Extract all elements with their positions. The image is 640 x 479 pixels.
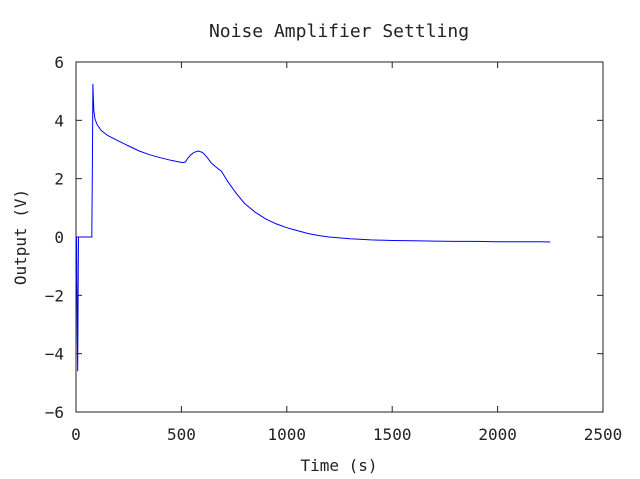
y-axis: −6 −4 −2 0 2 4 6 <box>45 53 603 422</box>
chart-title: Noise Amplifier Settling <box>209 21 469 42</box>
x-tick-label: 2000 <box>478 425 517 444</box>
x-axis: 0 500 1000 1500 2000 2500 <box>71 62 622 444</box>
x-tick-label: 2500 <box>584 425 623 444</box>
series-line-output <box>76 83 551 372</box>
y-tick-label: 2 <box>54 170 64 189</box>
x-tick-label: 500 <box>167 425 196 444</box>
y-tick-label: −2 <box>45 286 64 305</box>
x-tick-label: 1000 <box>268 425 307 444</box>
x-tick-label: 1500 <box>373 425 412 444</box>
y-tick-label: −4 <box>45 345 64 364</box>
x-axis-label: Time (s) <box>300 456 377 475</box>
y-axis-label: Output (V) <box>11 189 30 285</box>
y-tick-label: −6 <box>45 403 64 422</box>
x-tick-label: 0 <box>71 425 81 444</box>
y-tick-label: 4 <box>54 111 64 130</box>
y-tick-label: 6 <box>54 53 64 72</box>
plot-frame <box>75 61 604 413</box>
y-tick-label: 0 <box>54 228 64 247</box>
